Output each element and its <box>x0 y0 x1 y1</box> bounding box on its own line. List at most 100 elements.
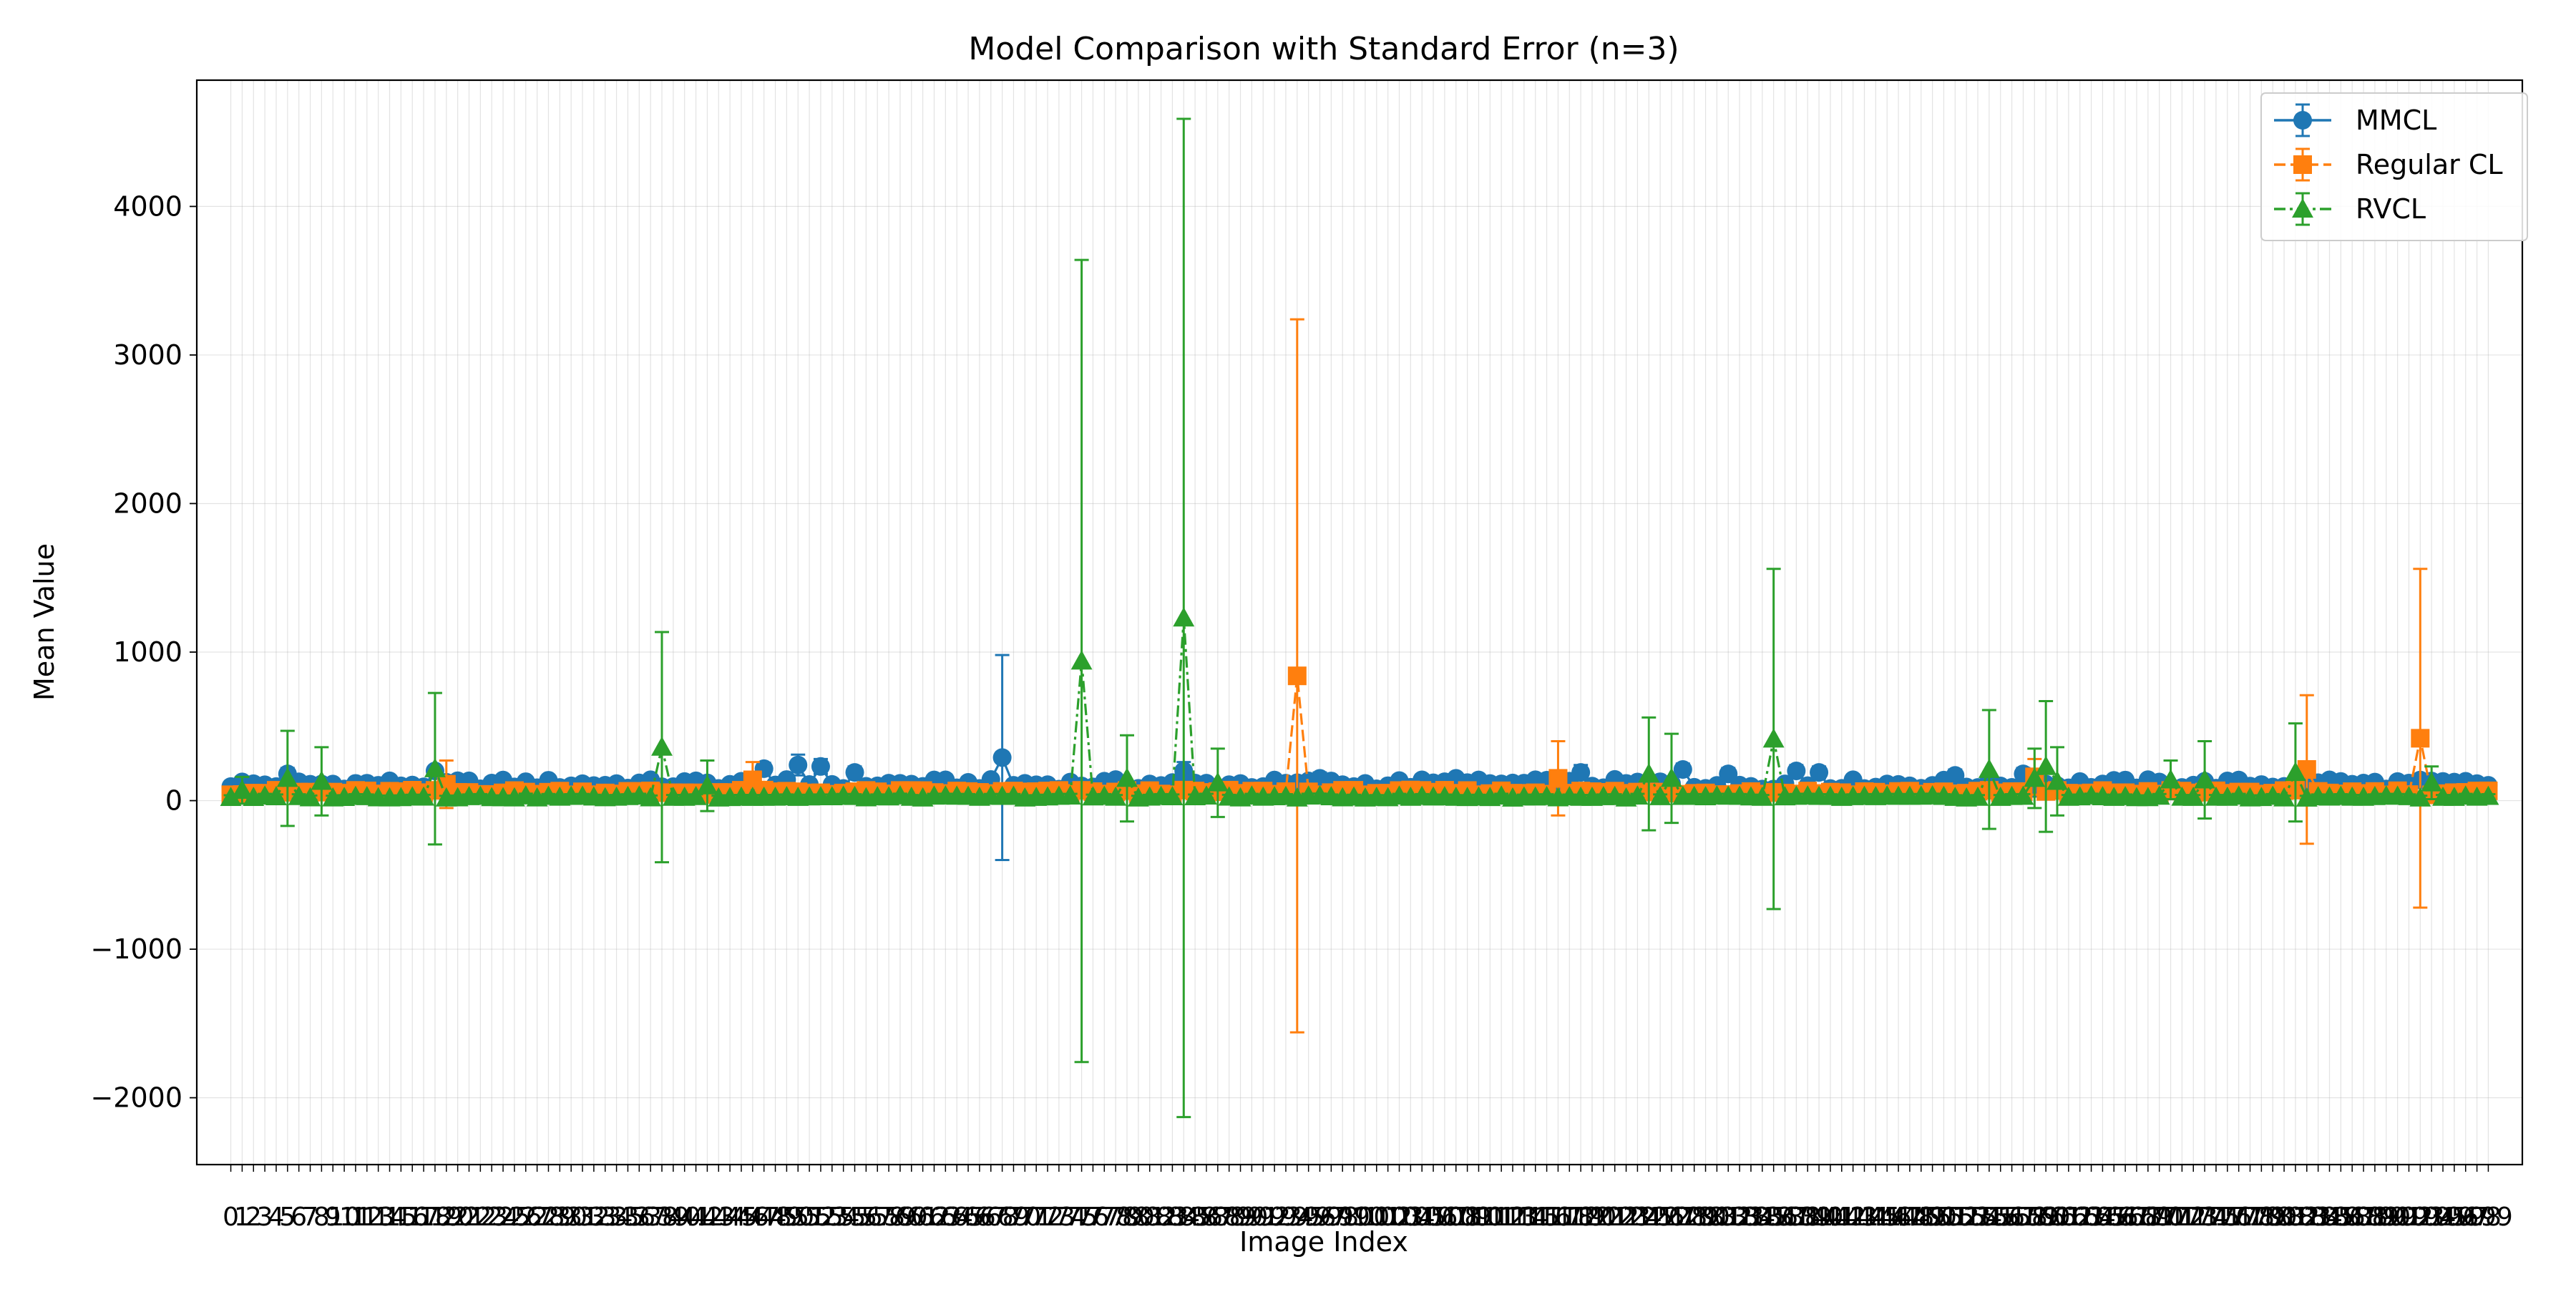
x-tick-label: 68 <box>986 1203 1019 1232</box>
x-tick-label: 59 <box>884 1203 917 1232</box>
chart-title: Model Comparison with Standard Error (n=… <box>968 31 1679 67</box>
x-tick-label: 170 <box>2135 1203 2184 1232</box>
x-tick-label: 179 <box>2237 1203 2286 1232</box>
x-tick-label: 191 <box>2373 1203 2422 1232</box>
y-tick-label: 2000 <box>113 487 182 519</box>
x-tick-label: 181 <box>2260 1203 2309 1232</box>
x-tick-label: 86 <box>1190 1203 1223 1232</box>
x-tick-label: 52 <box>804 1203 837 1232</box>
x-tick-label: 45 <box>725 1203 758 1232</box>
series-rvcl <box>220 117 2499 1119</box>
x-tick-label: 37 <box>634 1203 667 1232</box>
x-tick-label: 23 <box>475 1203 508 1232</box>
data-point <box>220 787 242 807</box>
x-tick-label: 88 <box>1213 1203 1246 1232</box>
x-tick-label: 104 <box>1386 1203 1435 1232</box>
x-tick-label: 84 <box>1167 1203 1200 1232</box>
data-point <box>2012 785 2034 805</box>
x-tick-label: 162 <box>2044 1203 2093 1232</box>
y-tick-label: −2000 <box>90 1082 182 1114</box>
x-tick-label: 147 <box>1874 1203 1923 1232</box>
data-point <box>1571 763 1591 782</box>
x-tick-label: 21 <box>453 1203 486 1232</box>
data-point <box>424 757 446 777</box>
x-tick-label: 125 <box>1624 1203 1674 1232</box>
x-tick-label: 64 <box>940 1203 973 1232</box>
x-tick-label: 105 <box>1397 1203 1447 1232</box>
x-tick-label: 100 <box>1341 1203 1390 1232</box>
x-tick-label: 20 <box>441 1203 474 1232</box>
x-tick-label: 74 <box>1054 1203 1087 1232</box>
x-tick-label: 199 <box>2464 1203 2513 1232</box>
data-point <box>1206 772 1229 792</box>
x-tick-label: 126 <box>1636 1203 1685 1232</box>
x-tick-label: 143 <box>1828 1203 1878 1232</box>
x-tick-label: 36 <box>623 1203 655 1232</box>
x-tick-label: 165 <box>2078 1203 2127 1232</box>
y-tick-label: −1000 <box>90 933 182 965</box>
x-tick-label: 155 <box>1965 1203 2014 1232</box>
x-tick-label: 33 <box>589 1203 622 1232</box>
x-tick-label: 198 <box>2452 1203 2502 1232</box>
x-tick-label: 94 <box>1281 1203 1314 1232</box>
x-tick-label: 158 <box>1999 1203 2048 1232</box>
data-point <box>640 787 662 807</box>
x-tick-label: 63 <box>929 1203 962 1232</box>
data-point <box>696 774 718 795</box>
x-tick-label: 186 <box>2316 1203 2366 1232</box>
x-tick-label: 134 <box>1727 1203 1776 1232</box>
x-tick-label: 107 <box>1420 1203 1470 1232</box>
x-tick-label: 102 <box>1363 1203 1413 1232</box>
x-tick-label: 48 <box>759 1203 792 1232</box>
x-tick-label: 141 <box>1806 1203 1855 1232</box>
data-point <box>685 785 707 805</box>
data-point <box>1751 786 1773 806</box>
x-tick-label: 137 <box>1760 1203 1810 1232</box>
legend-label: MMCL <box>2356 105 2436 136</box>
x-tick-label: 78 <box>1099 1203 1132 1232</box>
x-tick-label: 26 <box>509 1203 542 1232</box>
x-tick-label: 47 <box>748 1203 781 1232</box>
legend-label: Regular CL <box>2356 149 2503 180</box>
x-tick-label: 51 <box>793 1203 826 1232</box>
data-point <box>2046 770 2068 790</box>
x-tick-label: 152 <box>1931 1203 1980 1232</box>
x-tick-label: 178 <box>2225 1203 2275 1232</box>
data-point <box>413 786 435 806</box>
legend-marker <box>2293 111 2312 130</box>
x-tick-label: 185 <box>2305 1203 2354 1232</box>
x-tick-label: 83 <box>1156 1203 1189 1232</box>
x-tick-label: 11 <box>339 1203 372 1232</box>
data-point <box>1626 785 1649 805</box>
data-point <box>2273 787 2296 807</box>
data-point <box>299 787 321 807</box>
x-tick-label: 114 <box>1500 1203 1549 1232</box>
data-point <box>1116 767 1138 787</box>
x-tick-label: 187 <box>2328 1203 2377 1232</box>
x-tick-label: 193 <box>2396 1203 2445 1232</box>
x-tick-label: 169 <box>2123 1203 2172 1232</box>
x-tick-label: 75 <box>1065 1203 1098 1232</box>
x-tick-label: 1 <box>234 1203 250 1232</box>
x-tick-label: 117 <box>1533 1203 1583 1232</box>
x-tick-label: 2 <box>245 1203 262 1232</box>
x-tick-label: 192 <box>2384 1203 2434 1232</box>
legend-label: RVCL <box>2356 193 2426 225</box>
x-tick-label: 81 <box>1133 1203 1166 1232</box>
x-tick-label: 13 <box>362 1203 395 1232</box>
data-point <box>1070 650 1093 670</box>
data-point <box>1196 785 1217 805</box>
legend-item: Regular CL <box>2274 147 2503 182</box>
data-point <box>1173 607 1195 627</box>
x-tick-label: 138 <box>1772 1203 1821 1232</box>
data-point <box>2411 729 2430 748</box>
x-tick-label: 140 <box>1795 1203 1844 1232</box>
x-tick-label: 5 <box>279 1203 296 1232</box>
data-point <box>2421 772 2443 792</box>
x-tick-label: 8 <box>313 1203 330 1232</box>
x-tick-label: 39 <box>657 1203 690 1232</box>
data-point <box>845 763 864 782</box>
x-tick-label: 25 <box>498 1203 531 1232</box>
x-tick-label: 34 <box>600 1203 633 1232</box>
x-tick-label: 60 <box>895 1203 928 1232</box>
